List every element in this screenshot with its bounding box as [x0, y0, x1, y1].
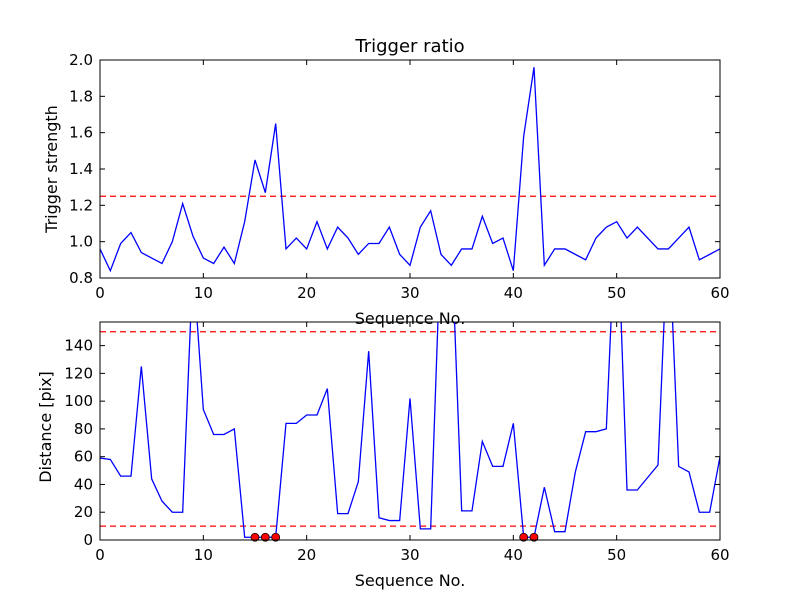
x-tick-label: 10 [194, 284, 213, 302]
series-line [100, 322, 720, 538]
x-tick-label: 10 [194, 546, 213, 564]
distance-axes: 0 10 20 30 40 50 60 0 20 40 60 80 100 120 140 Sequence… [36, 321, 730, 590]
y-tick-label: 0.8 [69, 269, 93, 287]
y-tick-label: 1.6 [69, 124, 93, 142]
y-tick-label: 0 [83, 531, 93, 549]
data-point-marker [519, 532, 529, 542]
y-tick-label: 60 [74, 448, 93, 466]
y-tick-label: 1.0 [69, 233, 93, 251]
x-tick-label: 20 [297, 284, 316, 302]
y-tick-label: 1.4 [69, 160, 93, 178]
y-tick-label: 40 [74, 475, 93, 493]
x-tick-label: 30 [400, 284, 419, 302]
data-point-marker [271, 532, 281, 542]
y-axis-label: Trigger strength [42, 105, 61, 234]
data-point-marker [260, 532, 270, 542]
y-tick-label: 1.8 [69, 87, 93, 105]
y-tick-label: 140 [64, 337, 93, 355]
y-tick-label: 1.2 [69, 196, 93, 214]
y-tick-label: 2.0 [69, 51, 93, 69]
x-tick-label: 30 [400, 546, 419, 564]
data-point-marker [250, 532, 260, 542]
x-tick-label: 60 [710, 546, 729, 564]
y-tick-label: 100 [64, 392, 93, 410]
x-tick-label: 50 [607, 546, 626, 564]
chart-title: Trigger ratio [354, 36, 464, 57]
x-tick-label: 0 [95, 284, 105, 302]
x-tick-label: 50 [607, 284, 626, 302]
y-axis-label: Distance [pix] [36, 371, 55, 483]
data-point-marker [529, 532, 539, 542]
series-line [100, 67, 720, 273]
x-tick-label: 40 [504, 284, 523, 302]
y-tick-label: 80 [74, 420, 93, 438]
y-tick-label: 120 [64, 364, 93, 382]
trigger-ratio-axes: Trigger ratio 0 10 20 30 40 50 60 0.8 1.0 1.2 1.4 1… [42, 36, 730, 328]
y-tick-label: 20 [74, 503, 93, 521]
x-tick-label: 20 [297, 546, 316, 564]
x-axis-label: Sequence No. [355, 571, 466, 590]
x-tick-label: 0 [95, 546, 105, 564]
x-tick-label: 60 [710, 284, 729, 302]
x-tick-label: 40 [504, 546, 523, 564]
